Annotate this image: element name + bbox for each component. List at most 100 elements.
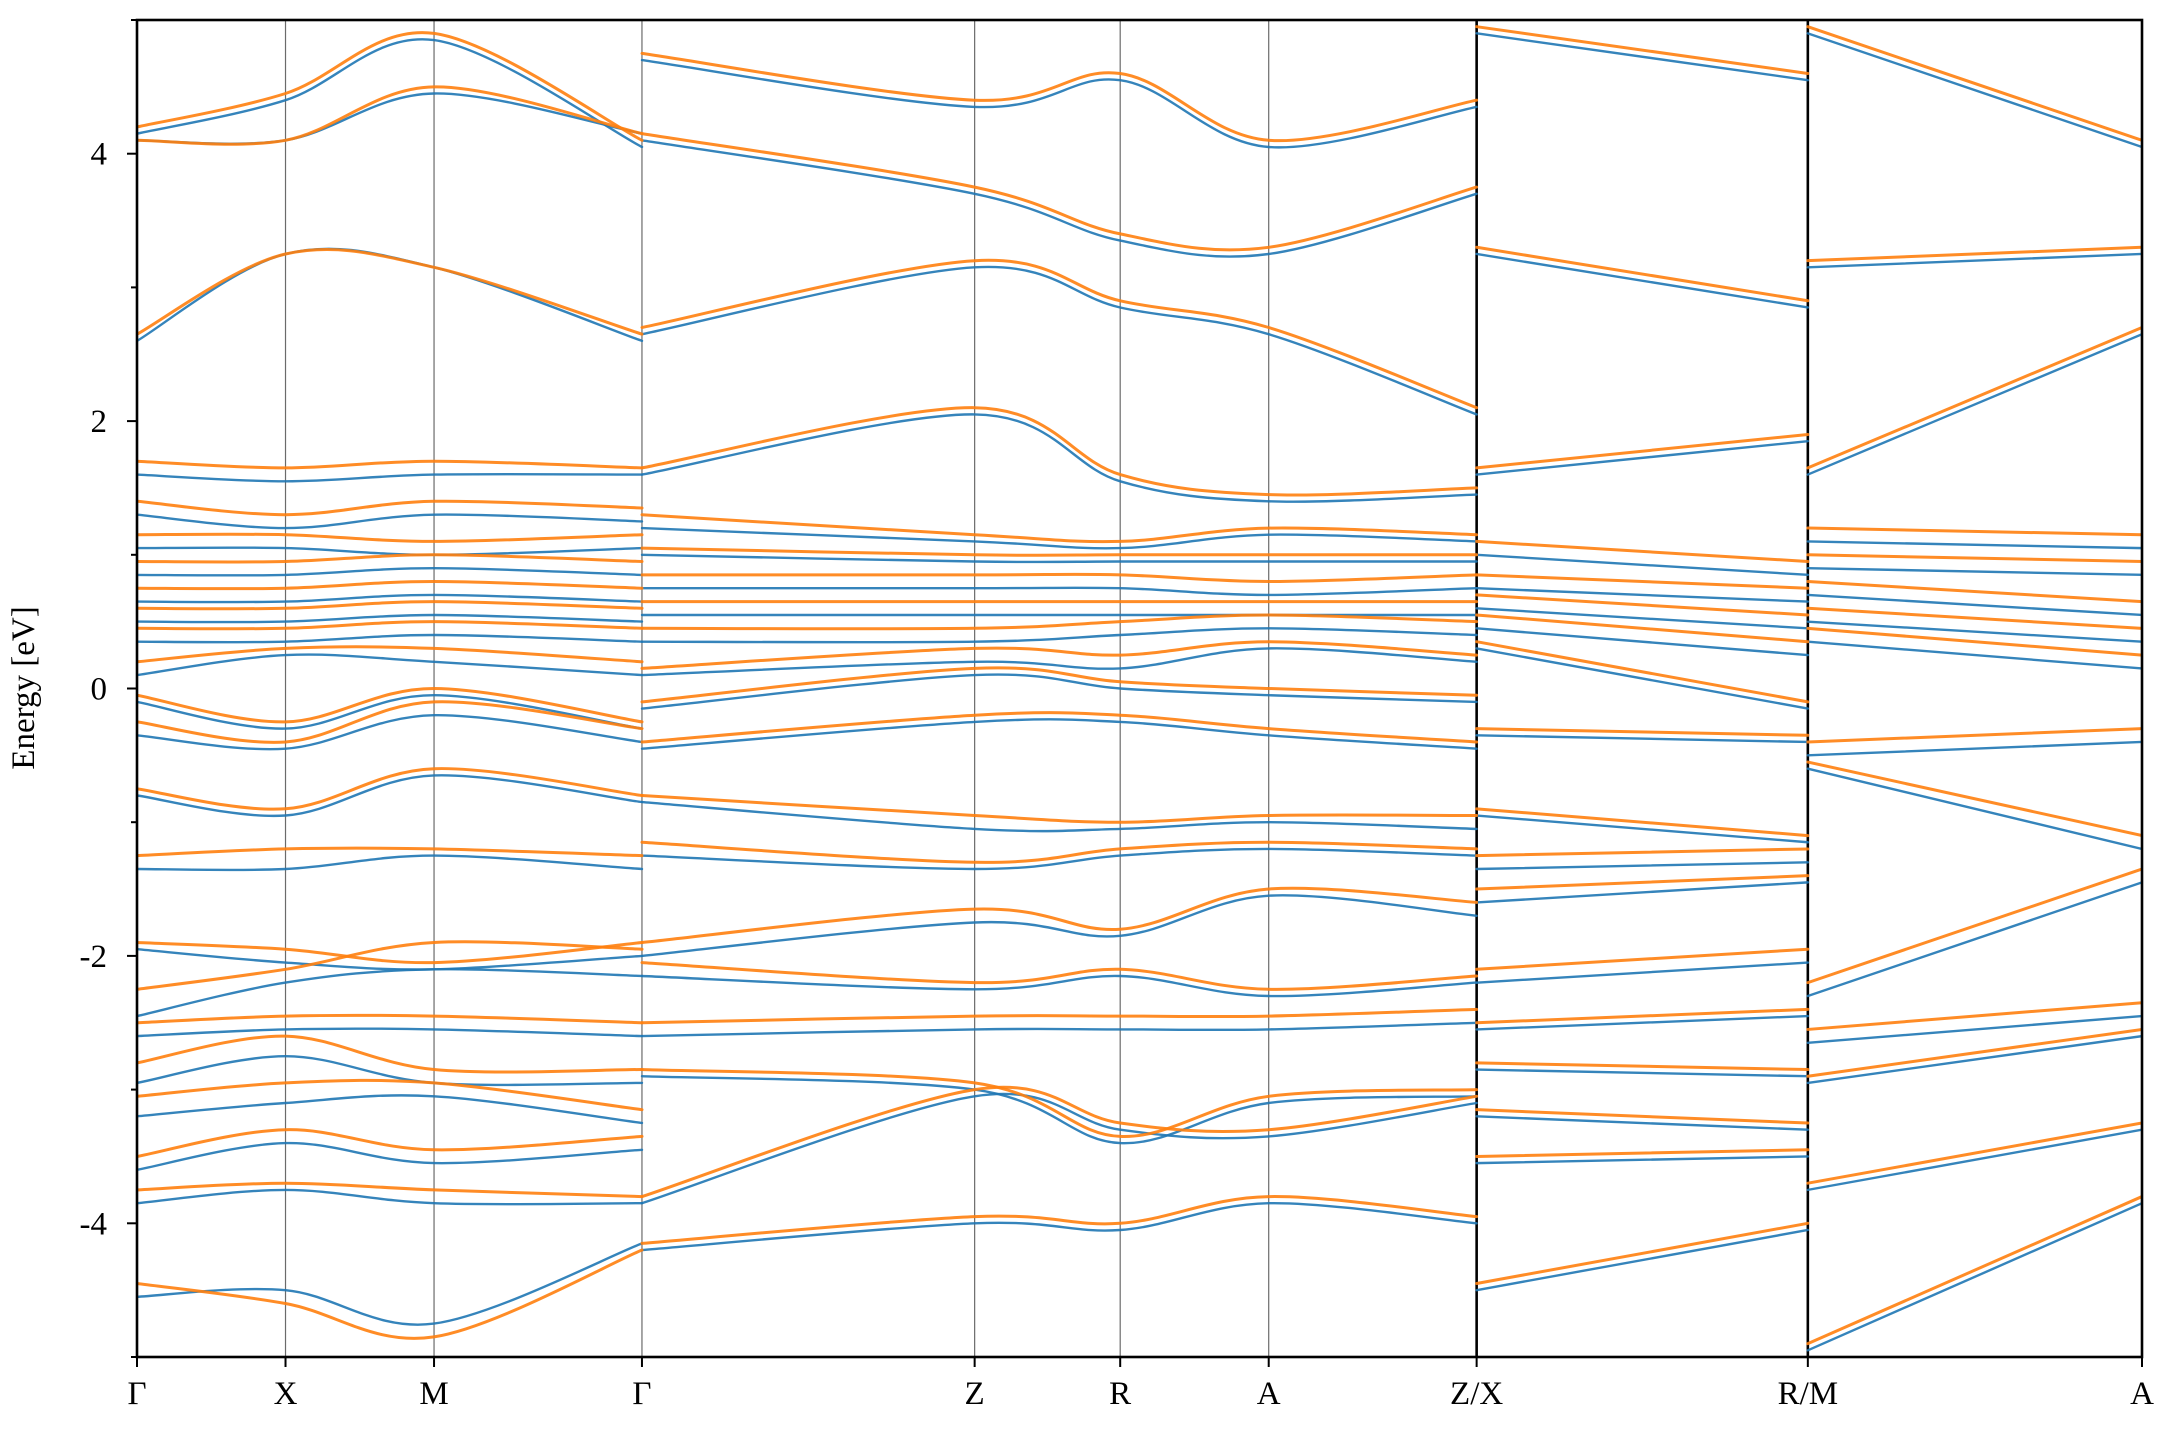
band-line [1806, 760, 2142, 838]
band-line [1475, 874, 1810, 891]
band-line [1475, 1228, 1810, 1292]
band-line [1806, 867, 2142, 985]
band-line [1475, 25, 1810, 75]
band-line [1475, 1115, 1810, 1131]
band-line [640, 627, 1478, 644]
band-line [640, 1085, 1479, 1199]
band-line [1475, 607, 1810, 630]
band-line [1806, 1195, 2142, 1346]
band-series [137, 25, 2142, 1346]
x-tick-label: Z/X [1450, 1376, 1503, 1412]
band-line [137, 700, 644, 744]
band-line [1806, 553, 2142, 563]
band-line [137, 620, 644, 631]
band-line [1475, 1108, 1810, 1125]
x-tick-label: X [274, 1376, 298, 1412]
band-line [640, 886, 1479, 944]
band-line [137, 1094, 644, 1125]
x-tick-label: Z [965, 1376, 985, 1412]
band-line [137, 846, 644, 858]
band-line [1806, 566, 2142, 577]
band-line [1806, 740, 2142, 757]
band-line [1806, 526, 2142, 537]
band-line [1806, 727, 2142, 744]
band-line [137, 499, 644, 517]
band-line [1806, 1027, 2142, 1078]
band-line [137, 553, 644, 564]
band-line [640, 847, 1478, 871]
band-line [1806, 1121, 2142, 1185]
band-line [1475, 647, 1810, 710]
band-line [137, 1188, 644, 1206]
band-line [137, 600, 644, 611]
y-tick-label: 4 [91, 137, 108, 173]
band-line [640, 711, 1479, 744]
band-line [1475, 727, 1810, 737]
y-tick-label: -2 [80, 939, 108, 975]
band-line [1475, 640, 1810, 704]
x-tick-label: Γ [127, 1376, 146, 1412]
band-line [1806, 1014, 2142, 1045]
band-line [640, 647, 1478, 677]
band-line [1806, 593, 2142, 617]
y-axis-label: Energy [eV] [6, 606, 42, 769]
band-line [137, 1034, 644, 1074]
x-tick-label: A [1257, 1376, 1281, 1412]
band-line [640, 1092, 1478, 1205]
band-line [137, 546, 644, 556]
band-line [640, 1021, 1478, 1038]
band-line [1806, 620, 2142, 643]
band-line [1806, 245, 2142, 263]
band-line [640, 840, 1479, 864]
band-line [137, 687, 644, 724]
band-line [137, 633, 644, 644]
band-line [1475, 539, 1810, 563]
band-line [137, 532, 644, 543]
band-line [1475, 245, 1810, 303]
band-line [640, 58, 1478, 149]
y-tick-label: 0 [91, 672, 108, 708]
band-line [640, 800, 1478, 833]
band-line [640, 1075, 1478, 1145]
band-line [137, 85, 644, 146]
band-line [1475, 881, 1810, 904]
band-line [1475, 32, 1810, 82]
band-line [137, 247, 644, 336]
band-line [640, 613, 1479, 631]
band-line [137, 513, 644, 530]
band-line [640, 1201, 1478, 1252]
band-line [640, 666, 1479, 704]
band-line [640, 132, 1479, 252]
band-line [1475, 861, 1810, 871]
band-line [1475, 613, 1810, 644]
band-line [137, 713, 644, 751]
x-tick-label: R [1109, 1376, 1131, 1412]
band-line [137, 580, 644, 591]
band-line [1806, 640, 2142, 670]
x-tick-label: A [2130, 1376, 2154, 1412]
band-line [1475, 593, 1810, 617]
band-line [137, 1248, 644, 1340]
band-line [1475, 847, 1810, 858]
band-line [1806, 580, 2142, 604]
band-line [640, 794, 1479, 824]
band-line [137, 940, 644, 991]
band-line [1475, 432, 1810, 470]
band-line [1475, 1014, 1810, 1031]
band-line [640, 526, 1478, 550]
y-tick-label: 2 [91, 404, 108, 440]
band-line [1806, 540, 2142, 550]
band-line [640, 572, 1479, 583]
band-line [640, 673, 1478, 710]
band-line [640, 1007, 1479, 1025]
band-line [1475, 252, 1810, 309]
band-line [640, 51, 1479, 143]
band-line [137, 645, 644, 664]
band-line [137, 1027, 644, 1038]
x-tick-label: M [419, 1376, 448, 1412]
band-line [137, 567, 644, 577]
band-line [137, 767, 644, 811]
band-lines [137, 25, 2142, 1352]
band-line [640, 513, 1479, 544]
band-line [640, 640, 1479, 670]
